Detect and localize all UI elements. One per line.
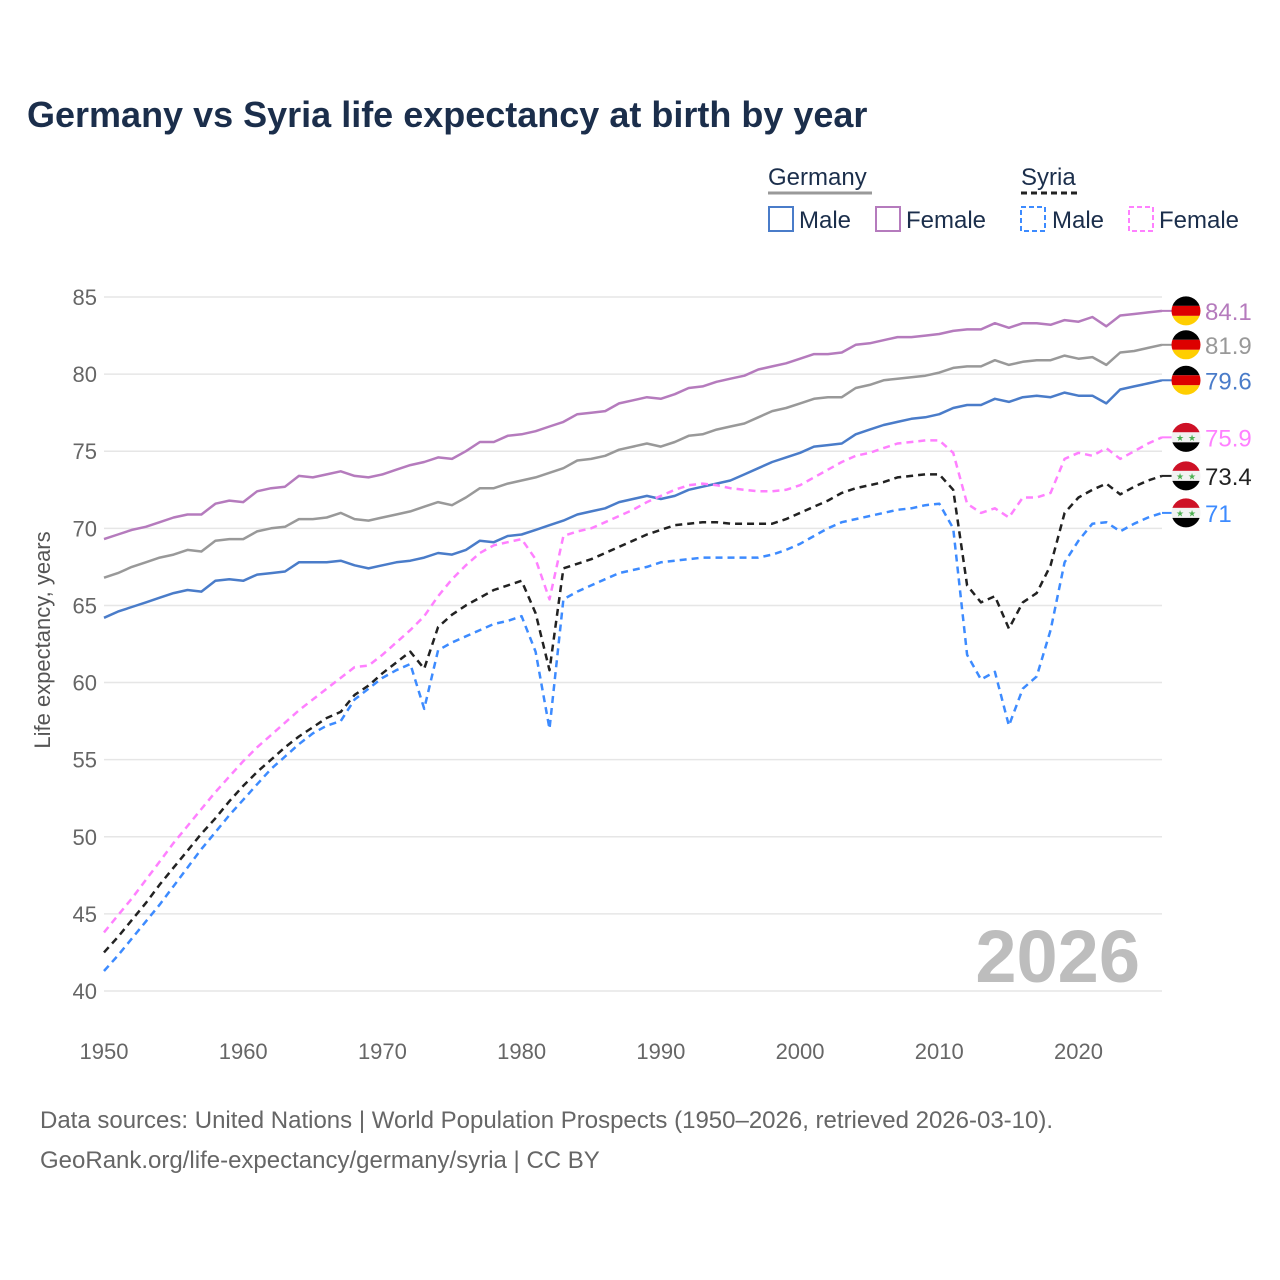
syria-flag-icon: ★ ★ [1171, 498, 1201, 528]
end-value-label: 75.9 [1205, 425, 1252, 452]
x-tick-label: 1990 [636, 1039, 685, 1064]
y-tick-label: 60 [73, 671, 97, 696]
legend-swatch-germany-male[interactable] [768, 206, 794, 232]
legend-swatch-syria-male[interactable] [1020, 206, 1046, 232]
germany-flag-icon [1171, 330, 1201, 360]
x-tick-label: 1950 [80, 1039, 129, 1064]
svg-text:★: ★ [1188, 509, 1196, 519]
germany-flag-icon [1171, 296, 1201, 326]
legend-syria-female[interactable]: Female [1159, 207, 1239, 234]
y-tick-label: 70 [73, 516, 97, 541]
series-line-germany-female [103, 309, 1163, 541]
y-axis-ticks: 40 45 50 55 60 65 70 75 80 85 [73, 285, 97, 1004]
y-tick-label: 80 [73, 362, 97, 387]
x-axis-ticks: 1950 1960 1970 1980 1990 2000 2010 2020 [80, 1039, 1103, 1064]
series-line-syria-female [103, 436, 1163, 934]
series-line-syria-male [103, 502, 1163, 972]
svg-text:★: ★ [1176, 509, 1184, 519]
y-tick-label: 40 [73, 979, 97, 1004]
y-axis-label: Life expectancy, years [30, 531, 55, 748]
end-labels: 84.181.979.6★ ★ 75.9★ ★ 73.4★ ★ 71 [1162, 296, 1252, 528]
germany-flag-icon [1171, 365, 1201, 395]
x-tick-label: 2010 [915, 1039, 964, 1064]
end-value-label: 71 [1205, 501, 1232, 528]
svg-text:★: ★ [1188, 472, 1196, 482]
svg-text:★: ★ [1176, 434, 1184, 444]
end-value-label: 84.1 [1205, 299, 1252, 326]
y-tick-label: 50 [73, 825, 97, 850]
x-tick-label: 1970 [358, 1039, 407, 1064]
y-tick-label: 85 [73, 285, 97, 310]
end-value-label: 79.6 [1205, 368, 1252, 395]
series-line-germany-total [103, 343, 1163, 579]
legend-group-germany: Germany [768, 164, 867, 191]
legend-group-syria: Syria [1021, 164, 1076, 191]
gridlines [104, 296, 1162, 992]
footer-sources: Data sources: United Nations | World Pop… [40, 1107, 1054, 1134]
chart-title: Germany vs Syria life expectancy at birt… [27, 94, 868, 135]
legend-germany-male[interactable]: Male [799, 207, 851, 234]
legend-germany-female[interactable]: Female [906, 207, 986, 234]
syria-flag-icon: ★ ★ [1171, 422, 1201, 452]
legend-swatch-germany-female[interactable] [875, 206, 901, 232]
svg-text:★: ★ [1188, 434, 1196, 444]
watermark-year: 2026 [975, 915, 1140, 998]
x-tick-label: 2020 [1054, 1039, 1103, 1064]
x-tick-label: 2000 [776, 1039, 825, 1064]
series-line-syria-total [103, 473, 1163, 954]
x-tick-label: 1980 [497, 1039, 546, 1064]
end-value-label: 73.4 [1205, 464, 1252, 491]
legend: Germany Syria Male Female Male Female [768, 164, 1239, 234]
legend-syria-male[interactable]: Male [1052, 207, 1104, 234]
y-tick-label: 65 [73, 593, 97, 618]
series-line-germany-male [103, 379, 1163, 619]
series-lines [103, 309, 1163, 972]
y-tick-label: 55 [73, 748, 97, 773]
x-tick-label: 1960 [219, 1039, 268, 1064]
legend-swatch-syria-female[interactable] [1128, 206, 1154, 232]
end-value-label: 81.9 [1205, 333, 1252, 360]
footer-credit: GeoRank.org/life-expectancy/germany/syri… [40, 1147, 600, 1174]
svg-text:★: ★ [1176, 472, 1184, 482]
y-tick-label: 75 [73, 439, 97, 464]
syria-flag-icon: ★ ★ [1171, 461, 1201, 491]
y-tick-label: 45 [73, 902, 97, 927]
